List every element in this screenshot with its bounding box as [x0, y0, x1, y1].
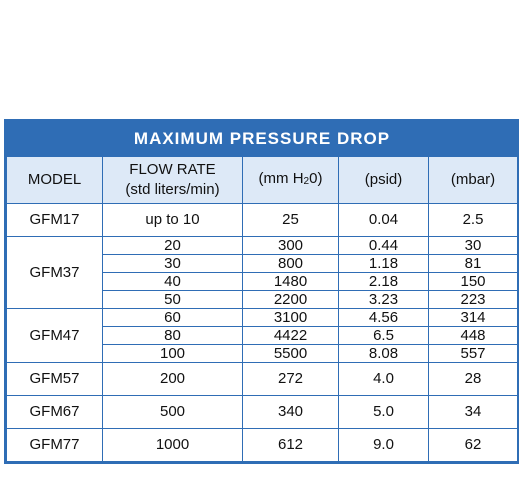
- table-row: 80 4422 6.5 448: [7, 326, 518, 345]
- model-cell: GFM77: [6, 428, 103, 462]
- psid-cell: 6.5: [338, 326, 429, 345]
- model-cell: GFM37: [6, 236, 103, 309]
- mmh2o-cell: 1480: [242, 272, 339, 291]
- flow-cell: 50: [102, 290, 243, 309]
- mbar-cell: 30: [428, 236, 518, 255]
- mbar-cell: 81: [428, 254, 518, 273]
- model-cell: GFM67: [6, 395, 103, 429]
- mmh2o-cell: 612: [242, 428, 339, 462]
- mmh2o-cell: 3100: [242, 308, 339, 327]
- psid-cell: 4.0: [338, 362, 429, 396]
- psid-cell: 2.18: [338, 272, 429, 291]
- psid-cell: 5.0: [338, 395, 429, 429]
- table-row: GFM17 up to 10 25 0.04 2.5: [6, 203, 518, 237]
- psid-cell: 1.18: [338, 254, 429, 273]
- flow-cell: 60: [102, 308, 243, 327]
- psid-cell: 0.04: [338, 203, 429, 237]
- psid-cell: 8.08: [338, 344, 429, 363]
- flow-cell: 80: [102, 326, 243, 345]
- psid-cell: 9.0: [338, 428, 429, 462]
- table-title: MAXIMUM PRESSURE DROP: [6, 121, 518, 157]
- table-row: 100 5500 8.08 557: [7, 344, 518, 363]
- header-mmh2o-sub: 2: [303, 175, 310, 187]
- mbar-cell: 28: [428, 362, 518, 396]
- header-mmh2o-post: 0): [309, 169, 323, 187]
- mmh2o-cell: 800: [242, 254, 339, 273]
- flow-cell: up to 10: [102, 203, 243, 237]
- flow-cell: 100: [102, 344, 243, 363]
- mbar-cell: 62: [428, 428, 518, 462]
- table-row: 50 2200 3.23 223: [7, 290, 518, 309]
- mbar-cell: 223: [428, 290, 518, 309]
- table-row: GFM47 60 3100 4.56 314: [6, 308, 518, 363]
- header-model: MODEL: [6, 156, 103, 204]
- psid-cell: 0.44: [338, 236, 429, 255]
- flow-cell: 500: [102, 395, 243, 429]
- mmh2o-cell: 5500: [242, 344, 339, 363]
- table-body: GFM17 up to 10 25 0.04 2.5 GFM37 20 300 0.44 30 30…: [6, 203, 518, 462]
- mmh2o-cell: 300: [242, 236, 339, 255]
- header-flow-line2: (std liters/min): [125, 181, 220, 198]
- model-cell: GFM47: [6, 308, 103, 363]
- pressure-drop-grid: MAXIMUM PRESSURE DROP MODEL FLOW RATE (s…: [6, 121, 518, 462]
- model-cell: GFM57: [6, 362, 103, 396]
- mbar-cell: 557: [428, 344, 518, 363]
- table-row: GFM57 200 272 4.0 28: [6, 362, 518, 396]
- header-flow-rate: FLOW RATE (std liters/min): [102, 156, 243, 204]
- flow-cell: 30: [102, 254, 243, 273]
- table-row: GFM67 500 340 5.0 34: [6, 395, 518, 429]
- flow-cell: 40: [102, 272, 243, 291]
- mmh2o-cell: 272: [242, 362, 339, 396]
- table-row: GFM77 1000 612 9.0 62: [6, 428, 518, 462]
- mmh2o-cell: 4422: [242, 326, 339, 345]
- psid-cell: 4.56: [338, 308, 429, 327]
- mbar-cell: 34: [428, 395, 518, 429]
- pressure-drop-table: MAXIMUM PRESSURE DROP MODEL FLOW RATE (s…: [4, 119, 519, 464]
- header-mmh2o-pre: (mm H: [258, 169, 304, 187]
- mbar-cell: 2.5: [428, 203, 518, 237]
- flow-cell: 200: [102, 362, 243, 396]
- table-row: GFM37 20 300 0.44 30: [6, 236, 518, 309]
- mbar-cell: 314: [428, 308, 518, 327]
- header-psid: (psid): [338, 156, 429, 204]
- mmh2o-cell: 25: [242, 203, 339, 237]
- header-mmh2o: (mm H20): [242, 156, 339, 204]
- flow-cell: 20: [102, 236, 243, 255]
- mbar-cell: 448: [428, 326, 518, 345]
- psid-cell: 3.23: [338, 290, 429, 309]
- mbar-cell: 150: [428, 272, 518, 291]
- header-row: MODEL FLOW RATE (std liters/min) (mm H20…: [6, 156, 518, 204]
- model-cell: GFM17: [6, 203, 103, 237]
- header-mbar: (mbar): [428, 156, 518, 204]
- mmh2o-cell: 2200: [242, 290, 339, 309]
- flow-cell: 1000: [102, 428, 243, 462]
- mmh2o-cell: 340: [242, 395, 339, 429]
- header-flow-line1: FLOW RATE: [129, 161, 216, 178]
- table-row: 30 800 1.18 81: [7, 254, 518, 273]
